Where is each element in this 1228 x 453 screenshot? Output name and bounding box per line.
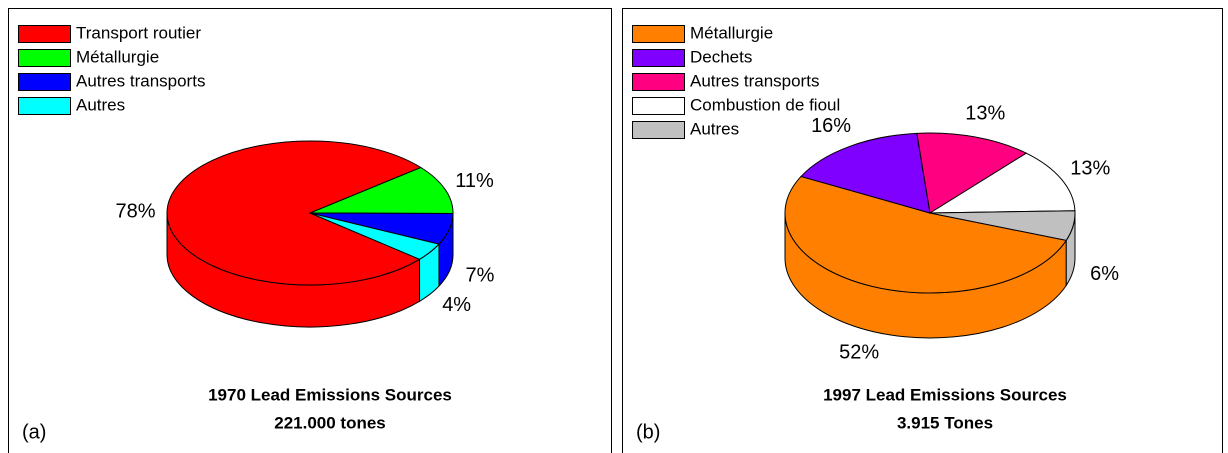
slice — [309, 166, 454, 215]
data-label: 13% — [1070, 157, 1110, 179]
data-label: 7% — [466, 264, 495, 286]
legend-swatch — [632, 73, 685, 91]
data-label: 4% — [442, 294, 471, 316]
slice — [784, 175, 1068, 294]
legend-swatch — [18, 25, 71, 43]
legend-label: Métallurgie — [690, 23, 773, 42]
legend-swatch — [632, 49, 685, 67]
slice — [929, 210, 1076, 241]
data-label: 6% — [1090, 263, 1119, 285]
data-label: 52% — [839, 342, 879, 364]
legend-label: Métallurgie — [76, 47, 159, 66]
panel-frame — [622, 8, 1223, 453]
legend-label: Autres transports — [76, 71, 205, 90]
chart-title: 1970 Lead Emissions Sources — [208, 385, 452, 404]
chart-title: 1997 Lead Emissions Sources — [823, 385, 1067, 404]
panel-label: (b) — [636, 421, 660, 443]
legend-swatch — [632, 121, 685, 139]
slice — [166, 140, 422, 286]
legend-label: Autres — [76, 95, 125, 114]
legend-label: Combustion de fioul — [690, 95, 840, 114]
legend-label: Dechets — [690, 47, 752, 66]
panel-label: (a) — [22, 421, 46, 443]
legend-swatch — [632, 97, 685, 115]
data-label: 16% — [811, 115, 851, 137]
data-label: 78% — [116, 201, 156, 223]
slice — [309, 212, 440, 260]
panel-frame — [8, 8, 612, 453]
legend-label: Autres transports — [690, 71, 819, 90]
chart-subtitle: 3.915 Tones — [897, 413, 993, 432]
legend-swatch — [18, 49, 71, 67]
data-label: 13% — [965, 102, 1005, 124]
legend-label: Transport routier — [76, 23, 201, 42]
chart-subtitle: 221.000 tones — [274, 413, 386, 432]
data-label: 11% — [455, 170, 494, 192]
legend-swatch — [632, 25, 685, 43]
legend-swatch — [18, 97, 71, 115]
slice — [800, 132, 931, 214]
legend-label: Autres — [690, 119, 739, 138]
legend-swatch — [18, 73, 71, 91]
slice — [928, 152, 1076, 214]
slice — [916, 132, 1028, 214]
